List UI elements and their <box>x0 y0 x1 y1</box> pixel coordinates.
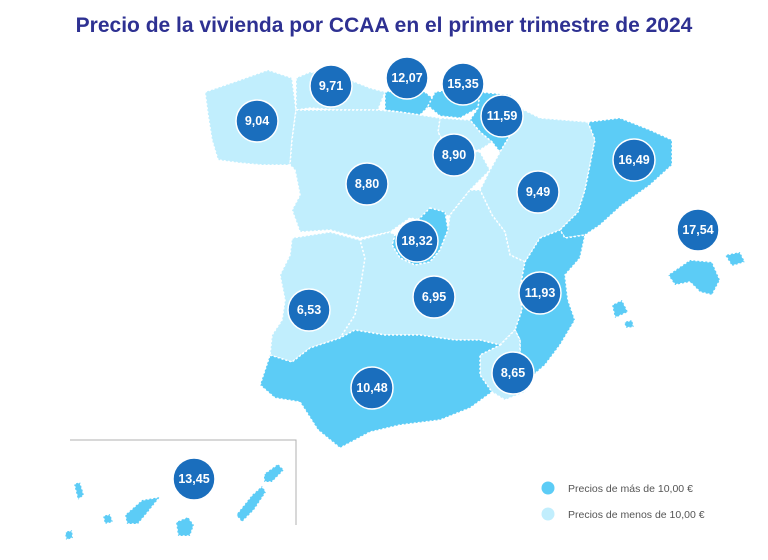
price-bubble-andalucia: 10,48 <box>350 366 394 410</box>
legend-high-label: Precios de más de 10,00 € <box>568 483 693 495</box>
price-label: 16,49 <box>618 153 649 167</box>
price-bubble-aragon: 9,49 <box>516 170 560 214</box>
price-bubble-circle <box>432 133 476 177</box>
price-label: 6,95 <box>422 290 446 304</box>
price-label: 8,80 <box>355 177 379 191</box>
price-bubble-circle <box>412 275 456 319</box>
price-label: 9,49 <box>526 185 550 199</box>
price-bubble-cantabria: 12,07 <box>385 56 429 100</box>
regions-layer <box>204 69 747 449</box>
price-bubble-cataluna: 16,49 <box>612 138 656 182</box>
island-gran-canaria <box>175 516 195 537</box>
legend-high-swatch <box>541 481 555 495</box>
island-el-hierro <box>64 529 74 541</box>
price-bubble-castilla-y-leon: 8,80 <box>345 162 389 206</box>
price-bubble-circle <box>491 351 535 395</box>
price-bubble-navarra: 11,59 <box>480 94 524 138</box>
price-bubble-circle <box>309 64 353 108</box>
legend: Precios de más de 10,00 € Precios de men… <box>541 481 705 521</box>
region-castilla-la-mancha <box>339 189 526 346</box>
price-bubble-circle <box>235 99 279 143</box>
price-label: 11,59 <box>487 109 518 123</box>
price-bubble-circle <box>518 271 562 315</box>
price-bubble-circle <box>480 94 524 138</box>
price-bubble-baleares: 17,54 <box>676 208 720 252</box>
price-label: 17,54 <box>682 223 713 237</box>
island-lanzarote <box>263 463 286 483</box>
legend-low-label: Precios de menos de 10,00 € <box>568 509 705 521</box>
price-bubble-la-rioja: 8,90 <box>432 133 476 177</box>
price-bubble-castilla-la-mancha: 6,95 <box>412 275 456 319</box>
price-bubble-circle <box>350 366 394 410</box>
price-bubble-circle <box>385 56 429 100</box>
price-bubble-circle <box>172 457 216 501</box>
price-bubble-circle <box>345 162 389 206</box>
price-bubble-asturias: 9,71 <box>309 64 353 108</box>
canarias-inset <box>64 439 297 541</box>
price-bubble-circle <box>612 138 656 182</box>
price-bubble-canarias: 13,45 <box>172 457 216 501</box>
price-bubble-circle <box>676 208 720 252</box>
price-label: 11,93 <box>525 286 556 300</box>
price-label: 15,35 <box>447 77 478 91</box>
price-label: 18,32 <box>401 234 432 248</box>
price-label: 9,71 <box>319 79 343 93</box>
price-bubble-galicia: 9,04 <box>235 99 279 143</box>
price-label: 8,90 <box>442 148 466 162</box>
price-bubbles-layer: 9,04 9,71 12,07 15,35 11,59 8,90 8,80 9,49 16,49… <box>172 56 720 501</box>
price-bubble-circle <box>395 219 439 263</box>
price-bubble-murcia: 8,65 <box>491 351 535 395</box>
price-bubble-pais-vasco: 15,35 <box>441 62 485 106</box>
region-baleares-menorca <box>723 251 747 267</box>
inset-frame <box>70 439 297 525</box>
price-bubble-circle <box>287 288 331 332</box>
island-fuerteventura <box>235 484 267 524</box>
price-bubble-circle <box>441 62 485 106</box>
price-label: 10,48 <box>356 381 387 395</box>
price-bubble-comunidad-valenciana: 11,93 <box>518 271 562 315</box>
price-label: 6,53 <box>297 303 321 317</box>
price-bubble-circle <box>516 170 560 214</box>
island-la-gomera <box>102 513 114 525</box>
price-label: 8,65 <box>501 366 525 380</box>
price-bubble-extremadura: 6,53 <box>287 288 331 332</box>
legend-low-swatch <box>541 507 555 521</box>
island-la-palma <box>73 481 85 502</box>
price-label: 12,07 <box>391 71 422 85</box>
island-tenerife <box>124 495 162 525</box>
region-baleares-ibiza <box>611 298 630 320</box>
price-bubble-madrid: 18,32 <box>395 219 439 263</box>
price-label: 9,04 <box>245 114 269 128</box>
region-baleares-mallorca <box>666 259 721 296</box>
map-title: Precio de la vivienda por CCAA en el pri… <box>75 14 693 37</box>
price-label: 13,45 <box>178 472 209 486</box>
region-baleares-formentera <box>623 319 635 329</box>
